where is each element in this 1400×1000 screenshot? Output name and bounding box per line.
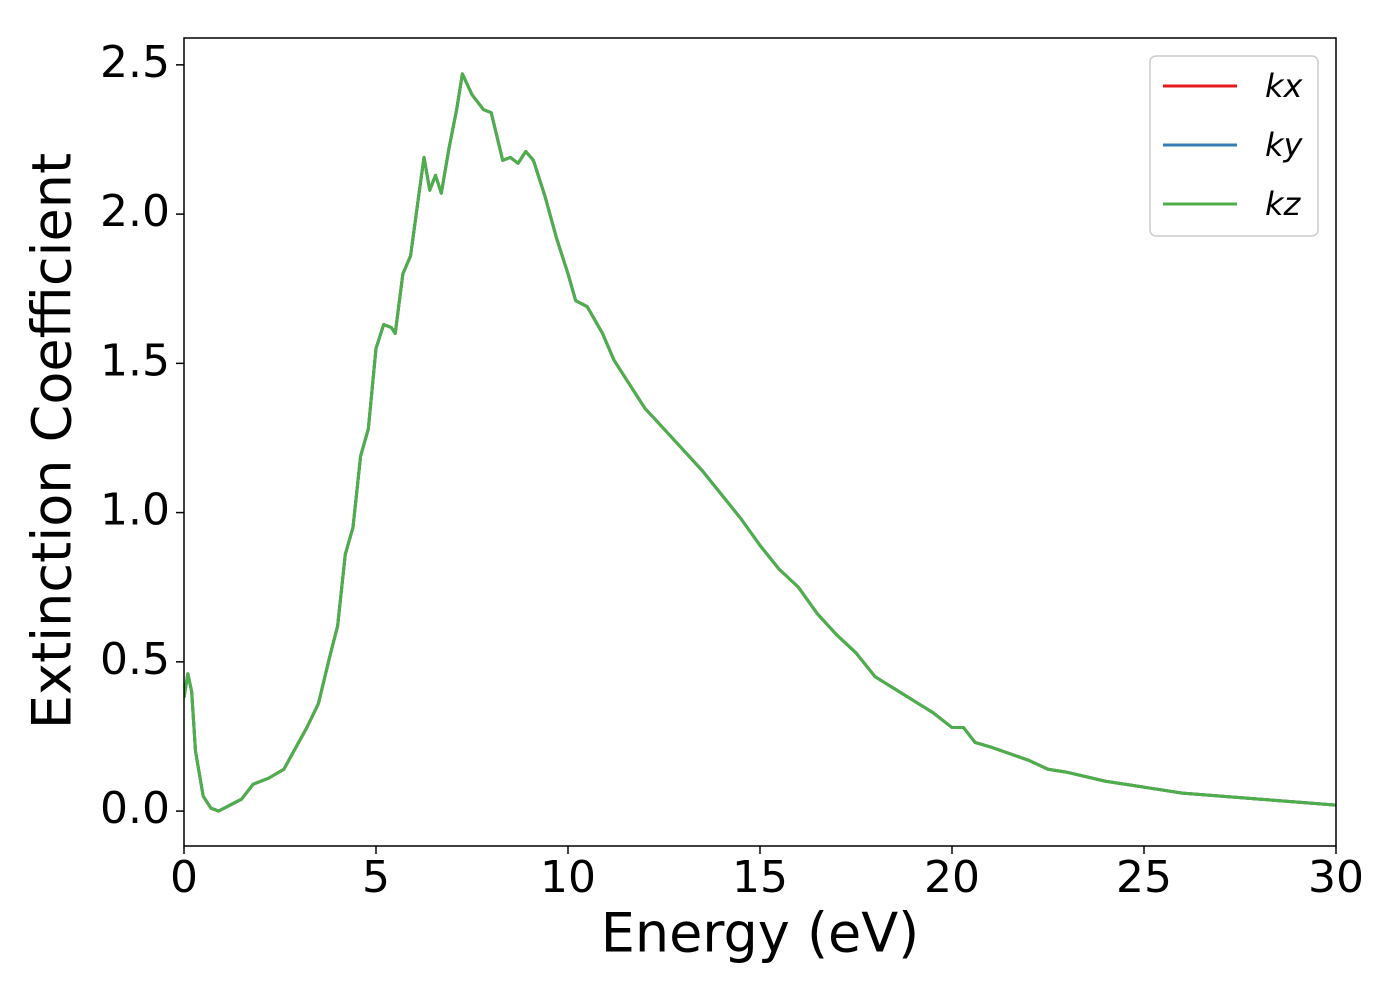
- y-tick-label: 2.5: [100, 37, 170, 88]
- y-tick-label: 1.0: [100, 485, 170, 536]
- x-tick-label: 5: [362, 852, 390, 903]
- legend-label: kz: [1265, 185, 1302, 223]
- y-axis-label: Extinction Coefficient: [21, 153, 84, 729]
- y-tick-label: 2.0: [100, 186, 170, 237]
- plot-frame: [183, 37, 1337, 847]
- data-line: [184, 72, 1336, 813]
- x-tick-label: 20: [924, 852, 980, 903]
- y-tick-label: 1.5: [100, 335, 170, 386]
- x-axis-label: Energy (eV): [601, 902, 920, 965]
- x-tick-label: 0: [170, 852, 198, 903]
- x-tick-label: 10: [540, 852, 596, 903]
- legend-label: kx: [1265, 67, 1304, 105]
- plot-area: [184, 72, 1336, 813]
- y-tick-label: 0.5: [100, 634, 170, 685]
- legend-label: ky: [1265, 126, 1304, 164]
- x-tick-label: 15: [732, 852, 788, 903]
- y-tick-label: 0.0: [100, 783, 170, 834]
- x-tick-label: 30: [1308, 852, 1364, 903]
- x-tick-label: 25: [1116, 852, 1172, 903]
